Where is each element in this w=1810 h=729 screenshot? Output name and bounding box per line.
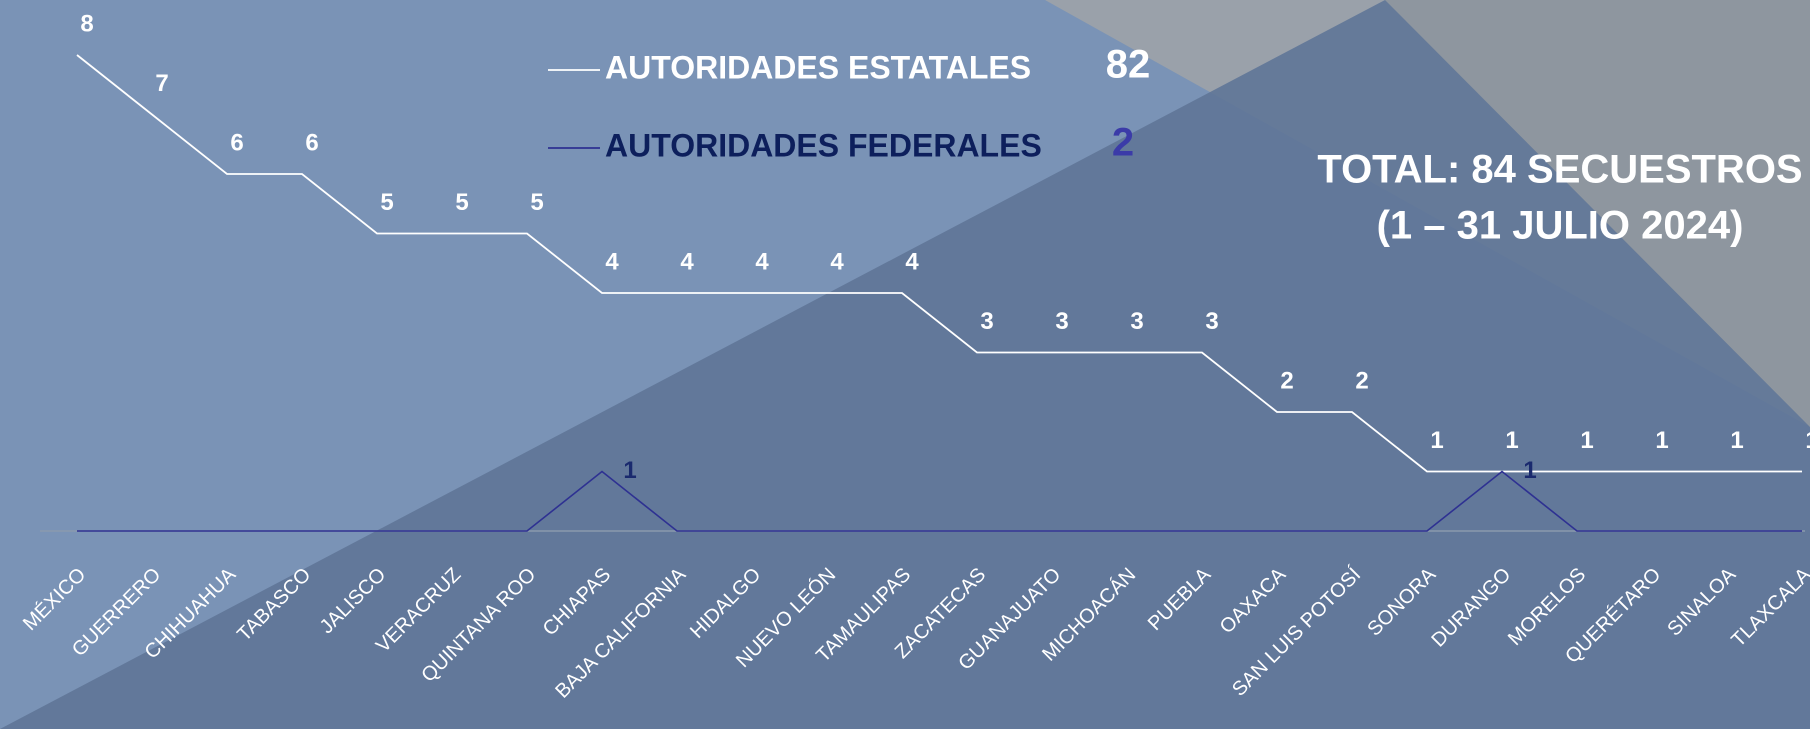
chart-title: TOTAL: 84 SECUESTROS [1317,148,1802,192]
data-label: 2 [1280,367,1293,394]
data-label: 1 [1730,427,1743,454]
data-label: 4 [830,248,844,275]
data-label: 1 [1805,427,1810,454]
series-line [76,54,1802,473]
data-label: 1 [1523,457,1536,484]
legend-label: AUTORIDADES FEDERALES [605,127,1042,163]
data-label: 1 [623,457,636,484]
data-label: 5 [380,189,393,216]
data-label: 3 [1055,308,1068,335]
data-label: 4 [905,248,919,275]
data-label: 8 [80,10,93,37]
data-label: 3 [980,308,993,335]
data-label: 7 [155,70,168,97]
data-label: 4 [680,248,694,275]
data-label: 1 [1655,427,1668,454]
data-label: 1 [1505,427,1518,454]
chart-subtitle: (1 – 31 JULIO 2024) [1377,204,1744,248]
legend-total: 82 [1106,43,1151,87]
data-label: 1 [1430,427,1443,454]
corner-overlap [1385,0,1810,427]
legend-total: 2 [1112,121,1134,165]
legend-label: AUTORIDADES ESTATALES [605,49,1031,85]
data-label: 3 [1130,308,1143,335]
series-line [77,470,1802,532]
data-label: 6 [305,129,318,156]
data-label: 1 [1580,427,1593,454]
data-label: 2 [1355,367,1368,394]
data-label: 4 [605,248,619,275]
data-label: 6 [230,129,243,156]
data-label: 3 [1205,308,1218,335]
data-label: 5 [455,189,468,216]
data-label: 5 [530,189,543,216]
data-label: 4 [755,248,769,275]
